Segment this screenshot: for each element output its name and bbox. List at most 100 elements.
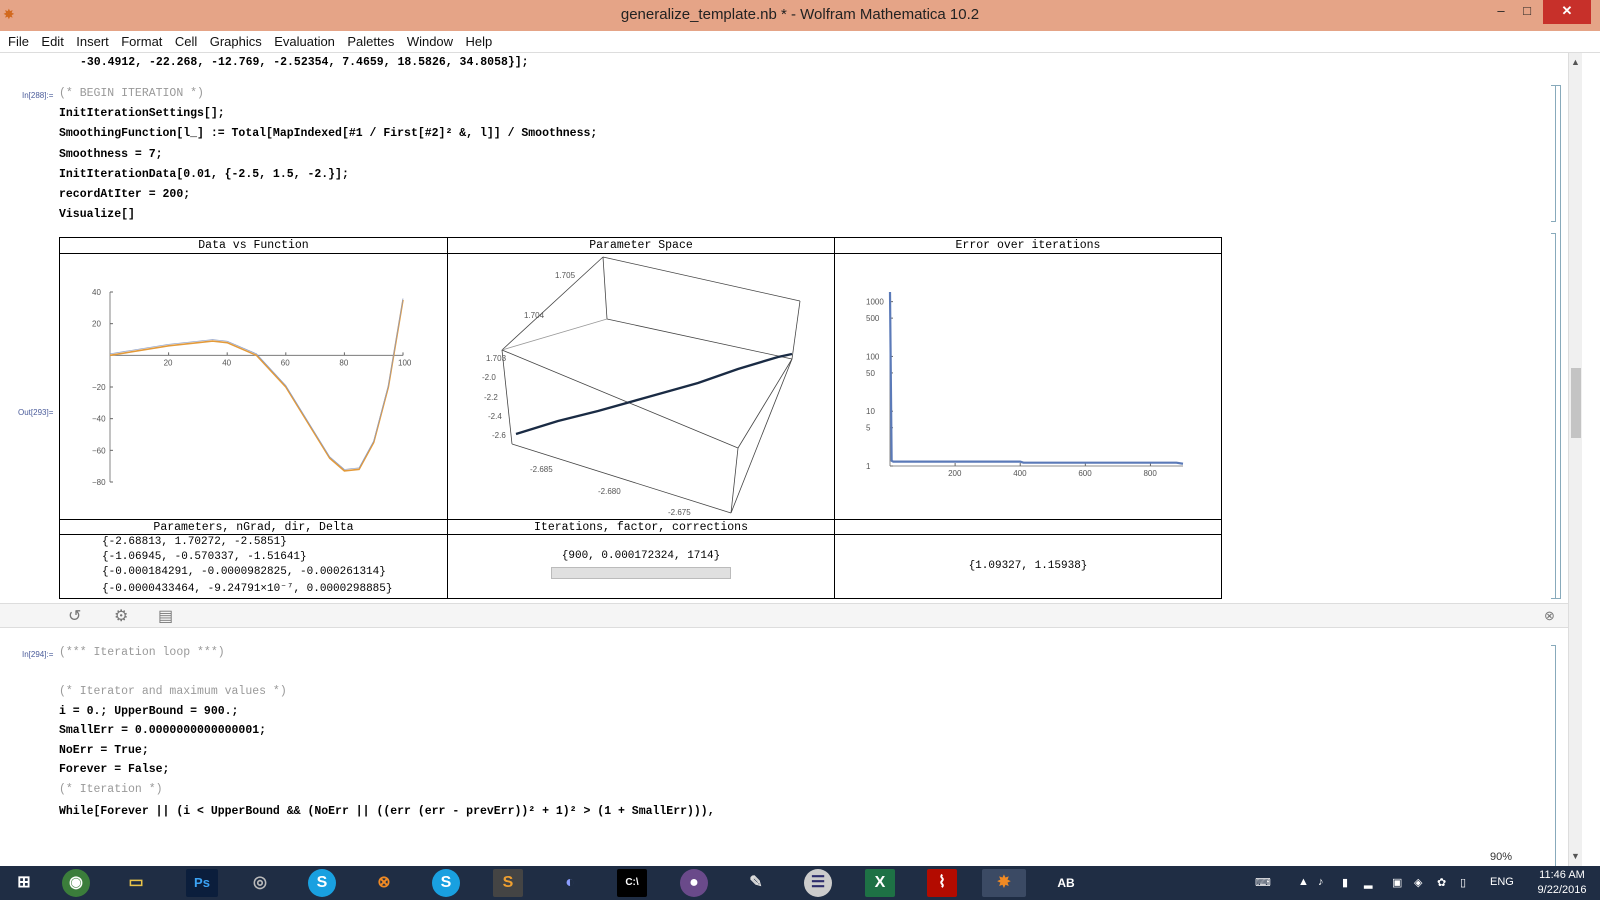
mathematica-task-icon[interactable]: ✸ (982, 869, 1026, 897)
skype-icon[interactable]: S (308, 869, 336, 897)
y-tick-label: −20 (92, 383, 106, 392)
code-line[interactable]: i = 0.; UpperBound = 900.; (59, 705, 239, 718)
menu-insert[interactable]: Insert (76, 34, 109, 49)
code-line[interactable]: InitIterationSettings[]; (59, 107, 225, 120)
menu-help[interactable]: Help (465, 34, 493, 49)
menu-window[interactable]: Window (406, 34, 454, 49)
battery-icon[interactable]: ▯ (1460, 877, 1467, 889)
code-comment[interactable]: (* BEGIN ITERATION *) (59, 87, 204, 100)
tray-chevron-icon[interactable]: ▲ (1298, 876, 1309, 888)
volume-icon[interactable]: ♪ (1318, 876, 1324, 888)
x-tick-label: 80 (339, 358, 348, 367)
menu-graphics[interactable]: Graphics (209, 34, 262, 49)
iterations-value: {900, 0.000172324, 1714} (561, 550, 721, 562)
notepad-icon[interactable]: ✎ (749, 874, 763, 891)
menu-evaluation[interactable]: Evaluation (274, 34, 335, 49)
scroll-up-icon[interactable]: ▲ (1571, 57, 1580, 67)
excel-icon[interactable]: X (865, 869, 895, 897)
code-line[interactable]: InitIterationData[0.01, {-2.5, 1.5, -2.}… (59, 168, 349, 181)
notebook[interactable]: -30.4912, -22.268, -12.769, -2.52354, 7.… (0, 53, 1568, 866)
scroll-thumb[interactable] (1571, 368, 1581, 438)
code-line[interactable]: Smoothness = 7; (59, 148, 163, 161)
app-x-icon[interactable]: ⊗ (377, 874, 391, 891)
acrobat-icon[interactable]: ⌇ (927, 869, 957, 897)
tick-label: -2.685 (530, 465, 553, 474)
maximize-button[interactable]: □ (1523, 3, 1531, 18)
vertical-scrollbar[interactable]: ▲ ▼ (1568, 53, 1582, 866)
error-value: {1.09327, 1.15938} (968, 560, 1088, 572)
menu-cell[interactable]: Cell (174, 34, 198, 49)
zoom-level[interactable]: 90% (1490, 851, 1513, 863)
code-line[interactable]: SmoothingFunction[l_] := Total[MapIndexe… (59, 127, 598, 140)
eclipse-icon[interactable]: ☰ (804, 869, 832, 897)
group-bracket[interactable] (1556, 85, 1561, 599)
close-toolbar-icon[interactable]: ⊗ (1544, 608, 1555, 623)
file-explorer-icon[interactable]: ▭ (128, 874, 144, 891)
visualization-grid: Data vs Function Parameter Space Error o… (59, 237, 1222, 599)
app-circle-icon[interactable]: ◎ (253, 874, 267, 891)
code-line[interactable]: Visualize[] (59, 208, 135, 221)
code-line[interactable]: -30.4912, -22.268, -12.769, -2.52354, 7.… (80, 56, 529, 69)
close-button[interactable]: ✕ (1543, 0, 1591, 24)
menu-format[interactable]: Format (121, 34, 163, 49)
code-comment[interactable]: (*** Iteration loop ***) (59, 646, 225, 659)
cell-bracket[interactable] (1551, 645, 1556, 866)
cmd-icon[interactable]: C:\ (617, 869, 647, 897)
x-tick-label: 40 (222, 358, 231, 367)
photoshop-icon[interactable]: Ps (186, 869, 218, 897)
ngrad-line: {-1.06945, -0.570337, -1.51641} (102, 551, 307, 563)
ab-app-icon[interactable]: AB (1057, 876, 1075, 890)
code-comment[interactable]: (* Iteration *) (59, 783, 163, 796)
code-line[interactable]: NoErr = True; (59, 744, 149, 757)
error-line (888, 291, 1184, 465)
clock-date: 9/22/2016 (1537, 884, 1587, 896)
tick-label: -2.6 (492, 431, 506, 440)
title-bar: ✸ generalize_template.nb * - Wolfram Mat… (0, 0, 1600, 31)
menu-palettes[interactable]: Palettes (347, 34, 395, 49)
keyboard-icon[interactable]: ⌨ (1255, 877, 1271, 889)
x-tick-label: 200 (948, 469, 962, 478)
code-line[interactable]: SmallErr = 0.0000000000000001; (59, 724, 267, 737)
tray-app-icon[interactable]: ▣ (1392, 877, 1403, 889)
minimize-button[interactable]: – (1497, 3, 1505, 18)
code-line[interactable]: recordAtIter = 200; (59, 188, 191, 201)
parameter-path (515, 352, 793, 436)
cell-bracket[interactable] (1551, 85, 1556, 222)
gear-icon[interactable]: ⚙ (114, 608, 129, 625)
scroll-down-icon[interactable]: ▼ (1571, 851, 1580, 861)
data-line (109, 298, 404, 470)
delta-line: {-0.0000433464, -9.24791×10⁻⁷, 0.0000298… (102, 583, 393, 595)
chrome-icon[interactable]: ◉ (62, 869, 90, 897)
mathematica-icon: ✸ (3, 6, 15, 22)
cell-bracket[interactable] (1551, 233, 1556, 599)
sublime-icon[interactable]: S (493, 869, 523, 897)
code-comment[interactable]: (* Iterator and maximum values *) (59, 685, 287, 698)
discord-icon[interactable]: ◐ (565, 874, 575, 891)
language-indicator[interactable]: ENG (1490, 876, 1514, 888)
menu-bar: File Edit Insert Format Cell Graphics Ev… (0, 31, 1600, 53)
tick-label: -2.680 (598, 487, 621, 496)
menu-file[interactable]: File (8, 34, 29, 49)
tick-label: -2.675 (668, 508, 691, 517)
signal-icon[interactable]: ▂ (1364, 877, 1373, 889)
evaluate-icon[interactable]: ↺ (68, 608, 82, 625)
skype-2-icon[interactable]: S (432, 869, 460, 897)
github-icon[interactable]: ● (680, 869, 708, 897)
clock[interactable]: 11:46 AM 9/22/2016 (1527, 868, 1597, 898)
network-icon[interactable]: ▮ (1342, 877, 1349, 889)
windows-start-icon[interactable]: ⊞ (17, 874, 31, 891)
comment-icon[interactable]: ▤ (158, 608, 174, 625)
x-tick-label: 600 (1078, 469, 1092, 478)
code-line[interactable]: While[Forever || (i < UpperBound && (NoE… (59, 805, 715, 818)
y-tick-label: 40 (92, 288, 101, 297)
tick-label: -2.2 (484, 393, 498, 402)
tray-app-3-icon[interactable]: ✿ (1437, 877, 1447, 889)
tray-app-2-icon[interactable]: ◈ (1414, 877, 1423, 889)
header-data-vs-function: Data vs Function (198, 239, 309, 252)
y-tick-label: 100 (866, 352, 880, 361)
code-line[interactable]: Forever = False; (59, 763, 170, 776)
clock-time: 11:46 AM (1539, 869, 1585, 881)
header-iterations: Iterations, factor, corrections (534, 521, 748, 534)
y-tick-label: −40 (92, 415, 106, 424)
menu-edit[interactable]: Edit (41, 34, 64, 49)
